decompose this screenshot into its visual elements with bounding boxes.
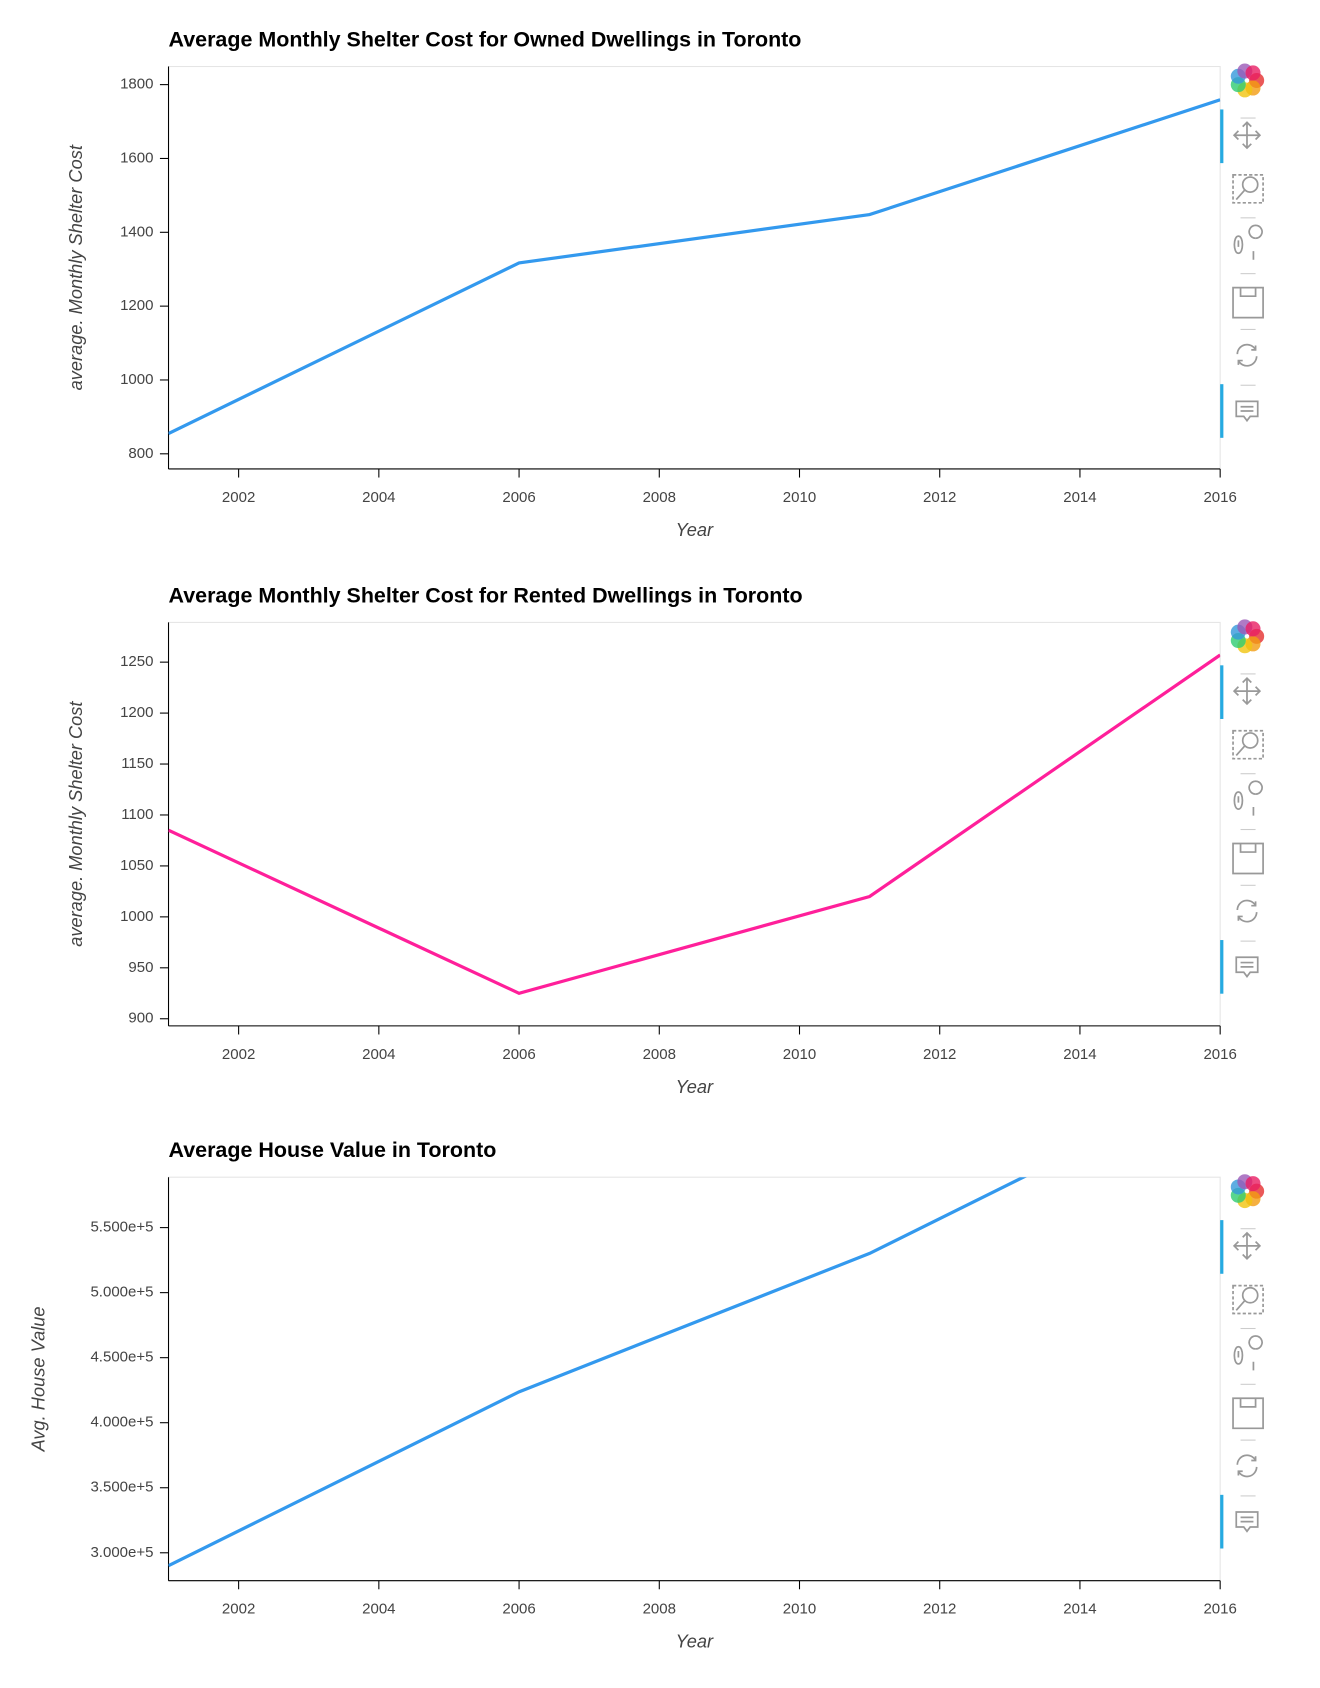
pan-tool — [1232, 121, 1262, 150]
y-tick-label: 1600 — [120, 149, 153, 166]
box-zoom-lens — [1241, 732, 1259, 749]
box-zoom-handle — [1235, 189, 1246, 201]
y-axis-label: Avg. House Value — [28, 1306, 49, 1452]
y-tick-label: 1100 — [121, 806, 153, 823]
x-tick-label: 2012 — [923, 489, 956, 506]
x-tick-label: 2014 — [1063, 1601, 1096, 1618]
save-tool — [1232, 1397, 1264, 1430]
toolbar[interactable] — [1220, 1174, 1265, 1549]
save-tool — [1232, 286, 1264, 319]
box-zoom-handle — [1235, 1300, 1246, 1311]
y-tick-label: 1200 — [120, 297, 153, 314]
logo-petal — [1245, 621, 1261, 637]
pan-tool — [1232, 676, 1262, 706]
x-tick-label: 2016 — [1203, 1601, 1236, 1618]
x-tick-label: 2006 — [502, 1046, 535, 1063]
y-tick-label: 800 — [128, 445, 153, 462]
reset-tool — [1236, 1454, 1258, 1478]
plot-frame — [167, 65, 1221, 470]
x-tick-label: 2002 — [222, 489, 255, 506]
active-indicator — [1220, 665, 1224, 719]
data-line — [168, 653, 1221, 995]
x-tick-label: 2010 — [783, 1601, 816, 1618]
x-tick-label: 2008 — [643, 489, 676, 506]
wheel-zoom-tool — [1233, 780, 1263, 816]
wheel-zoom-tool — [1233, 1335, 1263, 1371]
y-tick-label: 1250 — [120, 653, 153, 670]
y-tick-label: 5.500e+5 — [90, 1219, 153, 1236]
chart-title: Average Monthly Shelter Cost for Rented … — [169, 583, 803, 607]
y-tick-label: 3.000e+5 — [90, 1544, 153, 1561]
y-tick-label: 1150 — [121, 755, 153, 772]
x-tick-label: 2004 — [362, 1046, 395, 1063]
y-tick-label: 1000 — [120, 371, 153, 388]
data-line — [168, 1177, 1027, 1568]
y-axis-label: average. Monthly Shelter Cost — [65, 144, 86, 390]
logo-petal — [1245, 1176, 1261, 1192]
y-tick-label: 1800 — [120, 76, 153, 93]
y-tick-label: 900 — [128, 1010, 153, 1027]
toolbar[interactable] — [1220, 619, 1265, 994]
plot-frame — [167, 1176, 1221, 1582]
y-tick-label: 4.000e+5 — [90, 1414, 153, 1431]
active-indicator — [1220, 1494, 1224, 1549]
y-tick-label: 4.500e+5 — [90, 1349, 153, 1366]
x-tick-label: 2008 — [643, 1601, 676, 1618]
pan-tool — [1232, 1231, 1262, 1260]
x-tick-label: 2004 — [362, 489, 395, 506]
box-zoom-handle — [1235, 745, 1246, 757]
save-tool — [1232, 842, 1264, 875]
hover-tool — [1235, 1511, 1259, 1533]
box-zoom-tool — [1232, 729, 1264, 760]
x-tick-label: 2012 — [923, 1601, 956, 1618]
box-zoom-tool — [1232, 1284, 1264, 1315]
data-line — [168, 98, 1221, 435]
y-tick-label: 5.000e+5 — [90, 1284, 153, 1301]
x-tick-label: 2002 — [222, 1601, 255, 1618]
y-axis-label: average. Monthly Shelter Cost — [65, 701, 86, 947]
x-tick-label: 2006 — [502, 489, 535, 506]
box-zoom-lens — [1241, 176, 1259, 193]
x-tick-label: 2010 — [783, 1046, 816, 1063]
x-tick-label: 2008 — [643, 1046, 676, 1063]
x-tick-label: 2006 — [502, 1601, 535, 1618]
chart-title: Average House Value in Toronto — [169, 1138, 497, 1162]
hover-tool — [1235, 956, 1259, 978]
reset-tool — [1236, 899, 1258, 923]
box-zoom-lens — [1241, 1286, 1259, 1304]
active-indicator — [1220, 384, 1224, 438]
x-tick-label: 2002 — [222, 1046, 255, 1063]
y-tick-label: 1050 — [120, 857, 153, 874]
hover-tool — [1235, 400, 1259, 423]
logo-petal — [1245, 65, 1261, 81]
toolbar[interactable] — [1220, 63, 1265, 438]
x-tick-label: 2016 — [1203, 489, 1236, 506]
y-tick-label: 3.500e+5 — [90, 1479, 153, 1496]
box-zoom-tool — [1232, 174, 1264, 204]
x-axis-label: Year — [676, 1076, 714, 1097]
y-tick-label: 1400 — [120, 223, 153, 240]
chart-title: Average Monthly Shelter Cost for Owned D… — [169, 27, 802, 51]
x-tick-label: 2014 — [1063, 1046, 1096, 1063]
x-tick-label: 2012 — [923, 1046, 956, 1063]
x-axis-label: Year — [676, 1631, 714, 1652]
y-tick-label: 1000 — [120, 908, 153, 925]
active-indicator — [1220, 1220, 1224, 1274]
wheel-zoom-tool — [1233, 224, 1263, 260]
x-tick-label: 2016 — [1203, 1046, 1236, 1063]
active-indicator — [1220, 109, 1224, 164]
x-tick-label: 2004 — [362, 1601, 395, 1618]
active-indicator — [1220, 940, 1224, 994]
y-tick-label: 1200 — [120, 704, 153, 721]
y-tick-label: 950 — [128, 959, 153, 976]
x-tick-label: 2010 — [783, 489, 816, 506]
x-tick-label: 2014 — [1063, 489, 1096, 506]
x-axis-label: Year — [676, 519, 714, 540]
plot-frame — [167, 621, 1221, 1027]
reset-tool — [1236, 343, 1258, 367]
